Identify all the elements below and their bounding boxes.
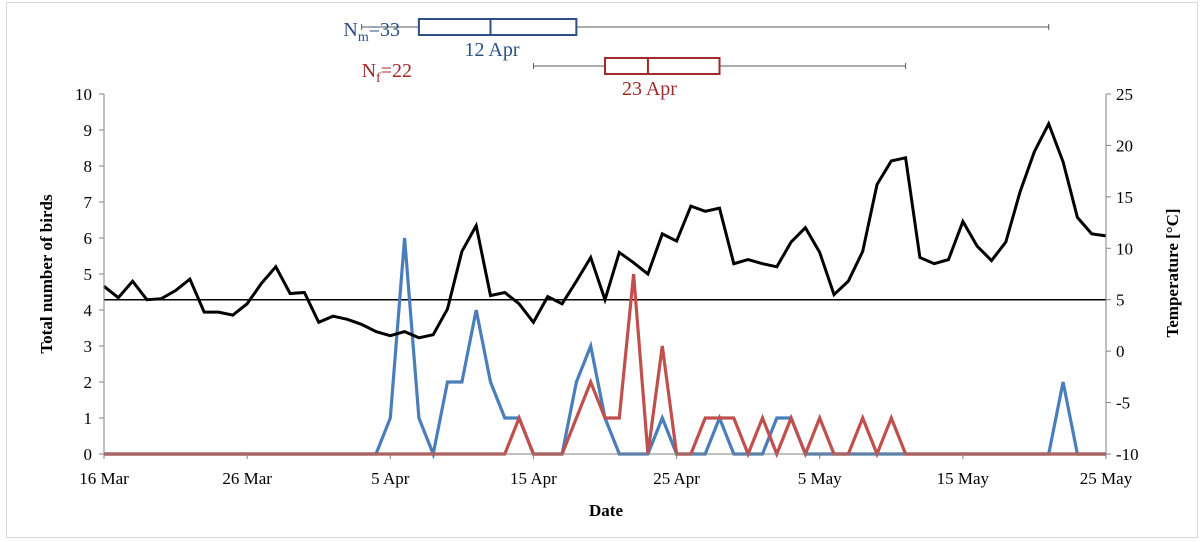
y2-axis-title: Temperature [°C] [1163, 208, 1182, 337]
y-tick-label: 2 [84, 373, 93, 392]
x-axis-title: Date [589, 501, 623, 520]
x-tick-label: 26 Mar [222, 469, 272, 488]
box-median-label: 12 Apr [464, 39, 519, 61]
box-median-label: 23 Apr [622, 78, 677, 100]
box-iqr [417, 18, 578, 36]
y-tick-label: 8 [84, 157, 93, 176]
box-iqr [604, 57, 721, 75]
y2-tick-label: 15 [1116, 188, 1133, 207]
y2-tick-label: 25 [1116, 85, 1133, 104]
box-sample-size-label: Nf=22 [362, 60, 412, 86]
y-tick-label: 7 [84, 193, 93, 212]
box-sample-size-label: Nm=33 [343, 19, 400, 45]
y2-tick-label: 10 [1116, 239, 1133, 258]
x-tick-label: 25 Apr [653, 469, 700, 488]
x-tick-label: 5 May [798, 469, 842, 488]
x-tick-label: 16 Mar [79, 469, 129, 488]
x-tick-label: 5 Apr [371, 469, 410, 488]
y-tick-label: 1 [84, 409, 93, 428]
x-tick-label: 15 Apr [510, 469, 557, 488]
y2-tick-label: 20 [1116, 136, 1133, 155]
y-tick-label: 10 [75, 85, 92, 104]
y-tick-label: 4 [84, 301, 93, 320]
axes: 0 1 2 3 4 5 6 7 8 9 10 -10 -5 0 5 10 15 20 25 16 Mar 26 Mar 5… [75, 85, 1139, 488]
y-tick-label: 0 [84, 445, 93, 464]
y-tick-label: 9 [84, 121, 93, 140]
y-tick-label: 5 [84, 265, 93, 284]
x-tick-label: 25 May [1080, 469, 1133, 488]
x-tick-label: 15 May [937, 469, 990, 488]
temperature-line [103, 120, 1107, 340]
y2-tick-label: -5 [1116, 394, 1130, 413]
y2-tick-label: 0 [1116, 342, 1125, 361]
y-axis-title: Total number of birds [37, 194, 56, 354]
y-tick-label: 6 [84, 229, 93, 248]
y2-tick-label: -10 [1116, 445, 1139, 464]
male-count-line [104, 237, 1106, 460]
y2-tick-label: 5 [1116, 291, 1125, 310]
chart-frame [6, 2, 1198, 538]
y-tick-label: 3 [84, 337, 93, 356]
box-plots: Nm=33 12 Apr Nf=22 23 Apr [343, 18, 1050, 100]
plot-lines [103, 120, 1107, 460]
